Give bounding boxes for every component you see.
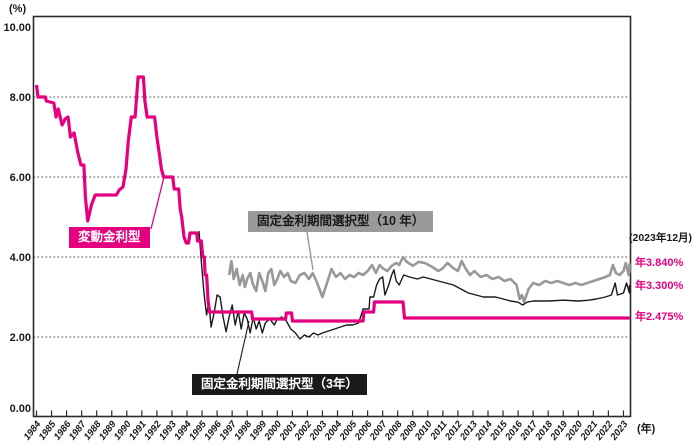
as-of-date-label: (2023年12月) [629, 232, 693, 244]
series-label-fixed-3y: 固定金利期間選択型（3年） [192, 374, 367, 395]
y-tick-label: 8.00 [10, 92, 31, 104]
leader-fixed-3y [236, 320, 250, 375]
end-value-fixed-10y: 年3.840% [635, 257, 684, 269]
end-value-variable-rate: 年2.475% [635, 311, 684, 323]
y-axis-unit-label: (%) [9, 3, 27, 15]
end-value-fixed-3y: 年3.300% [635, 280, 684, 292]
series-line-2 [34, 75, 630, 323]
plot-frame [32, 15, 632, 418]
series-line-0 [227, 255, 631, 304]
x-axis-unit-label: (年) [637, 423, 656, 435]
y-tick-label: 6.00 [10, 172, 31, 184]
y-tick-label: 0.00 [10, 403, 31, 415]
leader-fixed-10y [306, 231, 314, 271]
y-tick-label: 10.00 [3, 22, 31, 34]
y-tick-label: 4.00 [10, 252, 31, 264]
series-label-fixed-10y: 固定金利期間選択型（10 年） [248, 211, 434, 232]
series-label-variable-rate: 変動金利型 [69, 227, 150, 248]
y-tick-label: 2.00 [10, 332, 31, 344]
leader-variable-rate [150, 176, 165, 230]
x-tick-label: 2023 [608, 419, 631, 444]
